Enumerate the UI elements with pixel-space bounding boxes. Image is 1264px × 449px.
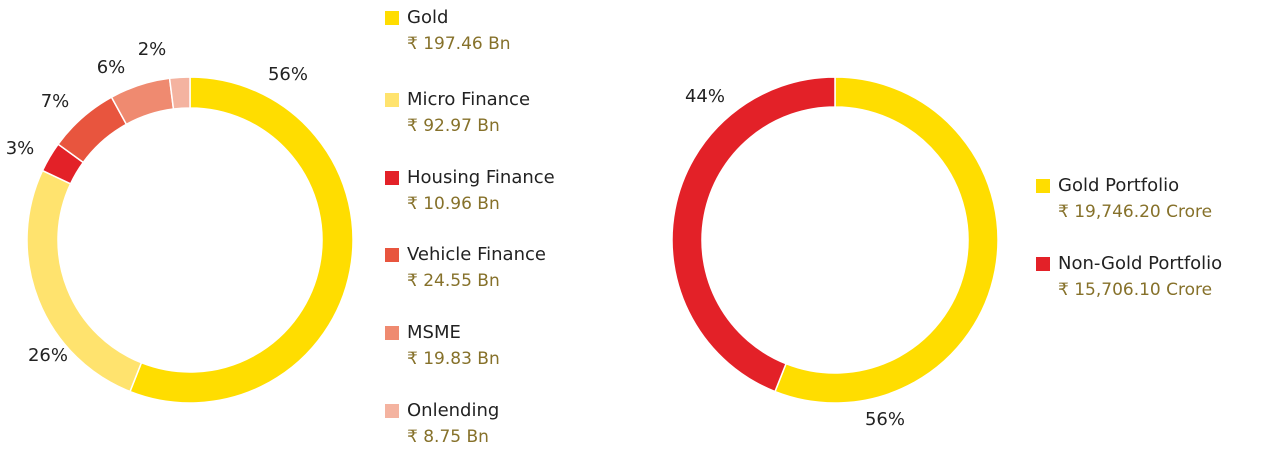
data-label: 44% <box>685 86 725 107</box>
legend-label: Micro Finance <box>407 89 530 110</box>
data-label: 3% <box>6 138 35 159</box>
legend-value: ₹ 8.75 Bn <box>407 427 489 447</box>
legend-swatch <box>385 326 399 340</box>
legend-value: ₹ 19,746.20 Crore <box>1058 202 1212 222</box>
data-label: 7% <box>41 91 70 112</box>
legend-label: Housing Finance <box>407 167 555 188</box>
legend-swatch <box>385 11 399 25</box>
legend-swatch <box>1036 179 1050 193</box>
legend-value: ₹ 15,706.10 Crore <box>1058 280 1212 300</box>
data-label: 6% <box>97 57 126 78</box>
legend-label: Gold Portfolio <box>1058 175 1179 196</box>
legend-swatch <box>385 404 399 418</box>
data-label: 2% <box>138 39 167 60</box>
legend-value: ₹ 92.97 Bn <box>407 116 500 136</box>
legend-value: ₹ 24.55 Bn <box>407 271 500 291</box>
legend-swatch <box>385 171 399 185</box>
data-label: 26% <box>28 345 68 366</box>
donut-slice <box>671 76 836 393</box>
legend-swatch <box>1036 257 1050 271</box>
legend-label: Vehicle Finance <box>407 244 546 265</box>
data-label: 56% <box>865 409 905 430</box>
legend-value: ₹ 19.83 Bn <box>407 349 500 369</box>
legend-label: Non-Gold Portfolio <box>1058 253 1222 274</box>
legend-swatch <box>385 93 399 107</box>
legend-value: ₹ 197.46 Bn <box>407 34 511 54</box>
legend-label: Gold <box>407 7 448 28</box>
data-label: 56% <box>268 64 308 85</box>
legend-value: ₹ 10.96 Bn <box>407 194 500 214</box>
legend-label: Onlending <box>407 400 499 421</box>
legend-label: MSME <box>407 322 461 343</box>
legend-swatch <box>385 248 399 262</box>
donut-slice <box>168 76 191 110</box>
donut-slice <box>129 76 354 404</box>
donut-slice <box>774 76 999 404</box>
